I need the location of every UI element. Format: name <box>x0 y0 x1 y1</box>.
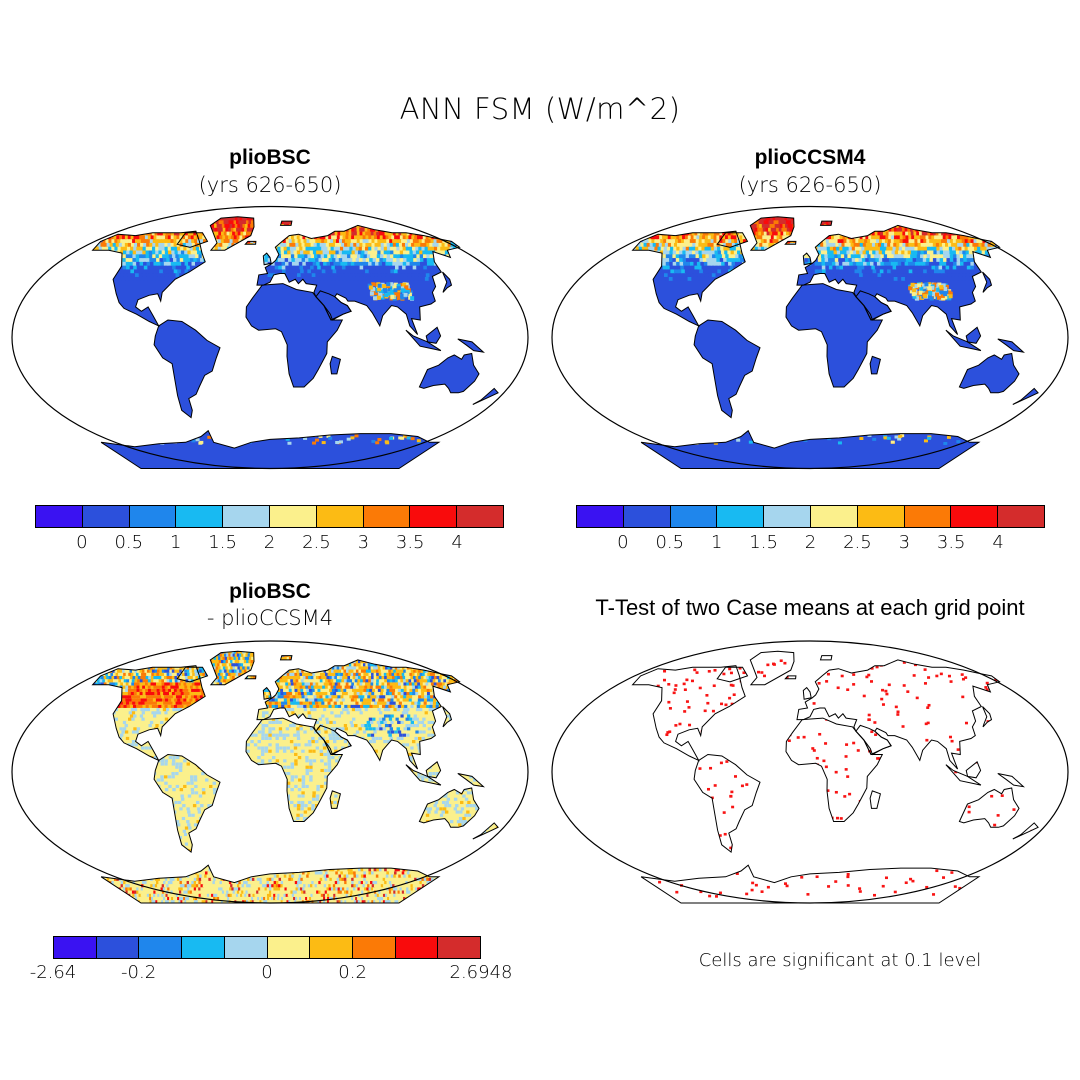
colorbar-tick-label: 1.5 <box>749 532 778 553</box>
colorbar-tl-ticks: 0 0.5 1 1.5 2 2.5 3 3.5 4 <box>35 532 504 554</box>
figure-title: ANN FSM (W/m^2) <box>399 92 681 126</box>
colorbar-bl <box>53 936 481 959</box>
colorbar-tick-label: 2 <box>804 532 817 553</box>
colorbar-swatch <box>224 937 268 958</box>
colorbar-swatch <box>577 506 624 527</box>
colorbar-tick-label: 0 <box>617 532 629 553</box>
colorbar-tick-label: 2 <box>263 532 276 553</box>
colorbar-swatch <box>129 506 177 527</box>
colorbar-tick-label: 0 <box>76 532 88 553</box>
colorbar-swatch <box>352 937 396 958</box>
colorbar-tick-label: 1 <box>710 532 723 553</box>
colorbar-swatch <box>717 506 765 527</box>
colorbar-tick-label: 0.5 <box>655 532 685 553</box>
panel-bl-title: plioBSC <box>229 580 311 603</box>
colorbar-tick-label: 4 <box>992 532 1004 553</box>
colorbar-swatch <box>623 506 671 527</box>
colorbar-swatch <box>410 506 458 527</box>
colorbar-swatch <box>857 506 905 527</box>
colorbar-tick-label: 3.5 <box>936 532 966 553</box>
colorbar-swatch <box>54 937 97 958</box>
colorbar-swatch <box>395 937 439 958</box>
colorbar-swatch <box>310 937 353 958</box>
panel-br-title: T-Test of two Case means at each grid po… <box>595 595 1025 620</box>
colorbar-tick-label: 3 <box>898 532 911 553</box>
colorbar-tick-label: 1 <box>169 532 182 553</box>
map-tr <box>551 205 1069 470</box>
colorbar-swatch <box>764 506 811 527</box>
panel-tl-title: plioBSC <box>229 146 311 169</box>
colorbar-swatch <box>182 937 225 958</box>
map-br <box>551 640 1069 904</box>
colorbar-tick-label: -2.64 <box>29 962 77 983</box>
colorbar-tick-label: 1.5 <box>208 532 237 553</box>
colorbar-swatch <box>139 937 183 958</box>
colorbar-swatch <box>223 506 270 527</box>
colorbar-tick-label: 0.5 <box>114 532 144 553</box>
panel-tr-title: plioCCSM4 <box>754 146 866 169</box>
significance-note: Cells are significant at 0.1 level <box>698 950 982 971</box>
colorbar-tick-label: 2.5 <box>843 532 872 553</box>
map-bl <box>11 640 529 904</box>
colorbar-tick-label: 2.6948 <box>449 962 513 983</box>
colorbar-tick-label: 0.2 <box>338 962 367 983</box>
colorbar-swatch <box>36 506 83 527</box>
colorbar-tick-label: 0 <box>261 962 273 983</box>
colorbar-swatch <box>670 506 718 527</box>
colorbar-tick-label: 4 <box>451 532 463 553</box>
colorbar-swatch <box>457 506 503 527</box>
colorbar-tick-label: 2.5 <box>302 532 331 553</box>
panel-tr-subtitle: (yrs 626-650) <box>738 173 882 197</box>
colorbar-swatch <box>269 506 317 527</box>
colorbar-swatch <box>176 506 224 527</box>
map-tl <box>11 205 529 470</box>
colorbar-swatch <box>951 506 999 527</box>
colorbar-bl-ticks: -2.64 -0.2 0 0.2 2.6948 <box>30 962 513 984</box>
colorbar-swatch <box>316 506 364 527</box>
colorbar-tr-ticks: 0 0.5 1 1.5 2 2.5 3 3.5 4 <box>576 532 1045 554</box>
colorbar-tl <box>35 505 504 528</box>
colorbar-tick-label: -0.2 <box>121 962 157 983</box>
colorbar-swatch <box>267 937 311 958</box>
colorbar-swatch <box>998 506 1044 527</box>
colorbar-swatch <box>904 506 952 527</box>
colorbar-tick-label: 3.5 <box>395 532 425 553</box>
colorbar-tr <box>576 505 1045 528</box>
colorbar-swatch <box>810 506 858 527</box>
panel-tl-subtitle: (yrs 626-650) <box>198 173 342 197</box>
colorbar-swatch <box>363 506 411 527</box>
colorbar-swatch <box>438 937 481 958</box>
colorbar-swatch <box>82 506 130 527</box>
colorbar-tick-label: 3 <box>357 532 370 553</box>
panel-bl-subtitle: - plioCCSM4 <box>206 606 334 630</box>
colorbar-swatch <box>96 937 140 958</box>
